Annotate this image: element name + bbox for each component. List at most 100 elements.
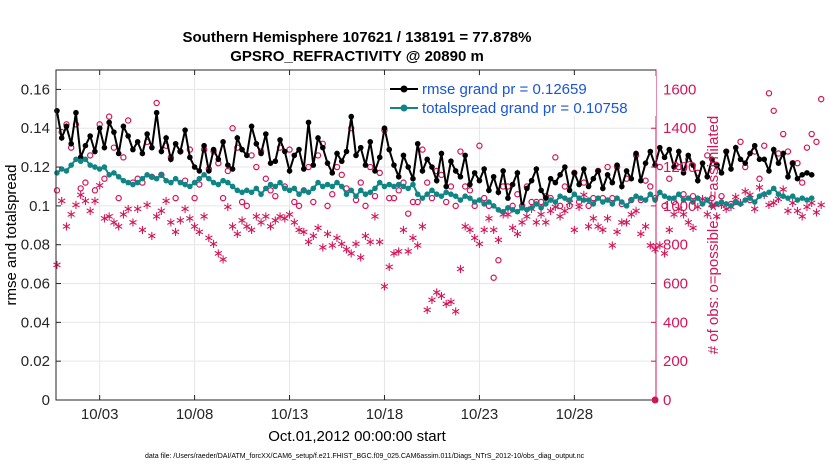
rmse-point-118: [614, 162, 620, 168]
possible-obs-point-46: [272, 192, 279, 200]
chart-subtitle: GPSRO_REFRACTIVITY @ 20890 m: [230, 48, 484, 65]
totalspread-point-158: [804, 197, 810, 203]
rmse-point-153: [780, 150, 787, 157]
rmse-point-151: [770, 146, 777, 153]
rmse-point-106: [557, 172, 563, 178]
rmse-point-104: [547, 175, 554, 182]
assimilated-obs-point-117: ∗: [607, 239, 618, 254]
possible-obs-point-107: [561, 183, 569, 190]
possible-obs-point-86: [461, 183, 469, 190]
rmse-point-107: [562, 164, 568, 170]
rmse-point-102: [538, 187, 544, 194]
rmse-point-100: [528, 177, 535, 184]
assimilated-obs-point-16: ∗: [127, 215, 138, 230]
grid-lines: [56, 70, 656, 401]
assimilated-obs-point-147: ∗: [749, 202, 760, 217]
assimilated-obs-point-89: ∗: [474, 237, 485, 252]
assimilated-obs-point-31: ∗: [199, 210, 210, 225]
assimilated-obs-point-21: ∗: [151, 210, 162, 225]
assimilated-obs-point-102: ∗: [536, 208, 547, 223]
assimilated-obs-point-11: ∗: [104, 210, 115, 225]
totalspread-point-21: [153, 175, 160, 182]
totalspread-point-63: [353, 193, 359, 199]
rmse-point-59: [334, 150, 340, 157]
rmse-point-103: [543, 195, 549, 201]
possible-obs-point-158: [803, 144, 811, 151]
totalspread-point-82: [443, 189, 449, 196]
assimilated-obs-point-82: ∗: [441, 297, 452, 312]
legend-box: [388, 76, 656, 116]
rmse-point-79: [429, 164, 435, 170]
possible-obs-point-79: [428, 194, 436, 202]
assimilated-obs-point-124: ∗: [640, 219, 651, 234]
totalspread-point-134: [690, 199, 696, 205]
possible-obs-point-93: [495, 257, 502, 264]
possible-obs-point-64: [357, 179, 364, 186]
totalspread-point-61: [343, 191, 350, 198]
totalspread-point-15: [125, 179, 131, 186]
rmse-point-135: [694, 177, 701, 184]
rmse-point-141: [723, 148, 730, 155]
assimilated-obs-point-44: ∗: [260, 210, 271, 225]
rmse-point-86: [462, 152, 468, 159]
assimilated-obs-point-92: ∗: [488, 223, 499, 238]
assimilated-obs-point-56: ∗: [317, 241, 328, 256]
totalspread-point-38: [234, 187, 241, 194]
rmse-point-10: [101, 144, 108, 151]
possible-obs-point-153: [780, 130, 787, 138]
totalspread-point-20: [149, 173, 155, 180]
rmse-point-41: [248, 123, 255, 130]
rmse-point-29: [191, 164, 198, 170]
possible-obs-point-68: [376, 169, 383, 177]
rmse-point-43: [258, 150, 264, 157]
rmse-point-3: [68, 140, 74, 147]
rmse-point-155: [789, 160, 796, 166]
assimilated-obs-point-108: ∗: [564, 196, 575, 211]
totalspread-point-153: [780, 193, 787, 199]
possible-obs-point-132: [680, 191, 687, 198]
assimilated-obs-point-151: ∗: [768, 196, 779, 211]
totalspread-point-51: [296, 191, 302, 198]
totalspread-point-64: [357, 187, 364, 194]
totalspread-point-118: [614, 195, 620, 201]
assimilated-obs-point-0: ∗: [51, 258, 62, 273]
rmse-point-97: [514, 170, 521, 176]
possible-obs-point-51: [295, 202, 303, 210]
assimilated-obs-point-26: ∗: [175, 213, 186, 228]
assimilated-obs-point-69: ∗: [379, 279, 390, 294]
possible-obs-point-89: [476, 142, 483, 149]
possible-obs-point-128: [661, 202, 668, 210]
totalspread-point-114: [595, 195, 601, 201]
rmse-point-65: [362, 162, 369, 168]
possible-obs-point-5: [77, 185, 84, 192]
assimilated-obs-point-107: ∗: [559, 204, 570, 219]
totalspread-point-0: [54, 170, 60, 176]
rmse-point-69: [381, 125, 388, 132]
totalspread-point-142: [728, 203, 734, 209]
totalspread-point-77: [419, 195, 426, 201]
totalspread-point-115: [600, 199, 606, 205]
rmse-point-148: [756, 156, 763, 163]
rmse-point-19: [144, 131, 150, 137]
assimilated-obs-point-79: ∗: [426, 293, 437, 308]
possible-obs-point-66: [367, 163, 374, 171]
assimilated-obs-point-159: ∗: [806, 196, 817, 211]
assimilated-obs-point-42: ∗: [251, 210, 262, 225]
possible-obs-point-76: [414, 198, 421, 206]
possible-obs-point-58: [329, 191, 336, 198]
totalspread-point-109: [571, 191, 578, 198]
y-right-tick-label-0: 0: [663, 392, 671, 409]
y-right-tick-label-2: 400: [663, 314, 688, 331]
assimilated-obs-point-10: ∗: [99, 212, 110, 227]
possible-obs-point-72: [395, 187, 402, 194]
rmse-point-16: [130, 146, 136, 153]
rmse-point-81: [438, 150, 445, 157]
x-axis-label: Oct.01,2012 00:00:00 start: [268, 428, 446, 445]
totalspread-point-42: [253, 185, 260, 192]
totalspread-point-132: [680, 197, 687, 203]
rmse-point-66: [367, 139, 374, 145]
rmse-point-61: [343, 148, 350, 155]
totalspread-point-98: [519, 205, 525, 211]
totalspread-point-26: [177, 179, 184, 186]
